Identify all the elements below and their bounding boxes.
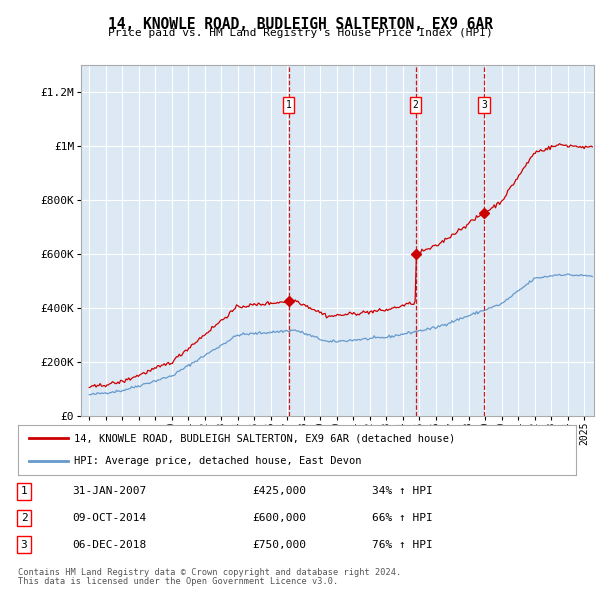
Text: 3: 3 — [20, 540, 28, 549]
Text: 06-DEC-2018: 06-DEC-2018 — [72, 540, 146, 549]
Text: 1: 1 — [286, 100, 292, 110]
Text: 1: 1 — [20, 487, 28, 496]
Text: £750,000: £750,000 — [252, 540, 306, 549]
Text: 34% ↑ HPI: 34% ↑ HPI — [372, 487, 433, 496]
Text: £425,000: £425,000 — [252, 487, 306, 496]
Text: 2: 2 — [20, 513, 28, 523]
Text: 3: 3 — [481, 100, 487, 110]
Text: 66% ↑ HPI: 66% ↑ HPI — [372, 513, 433, 523]
Text: 14, KNOWLE ROAD, BUDLEIGH SALTERTON, EX9 6AR (detached house): 14, KNOWLE ROAD, BUDLEIGH SALTERTON, EX9… — [74, 433, 455, 443]
Text: 31-JAN-2007: 31-JAN-2007 — [72, 487, 146, 496]
Text: This data is licensed under the Open Government Licence v3.0.: This data is licensed under the Open Gov… — [18, 577, 338, 586]
Text: 76% ↑ HPI: 76% ↑ HPI — [372, 540, 433, 549]
Text: 14, KNOWLE ROAD, BUDLEIGH SALTERTON, EX9 6AR: 14, KNOWLE ROAD, BUDLEIGH SALTERTON, EX9… — [107, 17, 493, 31]
Text: Price paid vs. HM Land Registry's House Price Index (HPI): Price paid vs. HM Land Registry's House … — [107, 28, 493, 38]
Text: £600,000: £600,000 — [252, 513, 306, 523]
Text: Contains HM Land Registry data © Crown copyright and database right 2024.: Contains HM Land Registry data © Crown c… — [18, 568, 401, 576]
Text: HPI: Average price, detached house, East Devon: HPI: Average price, detached house, East… — [74, 457, 361, 467]
Text: 2: 2 — [413, 100, 418, 110]
Text: 09-OCT-2014: 09-OCT-2014 — [72, 513, 146, 523]
